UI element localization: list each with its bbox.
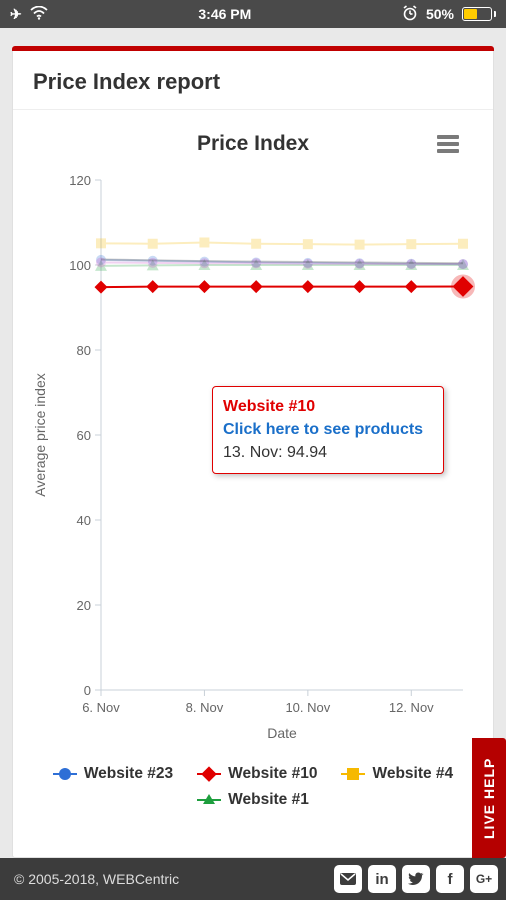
- wifi-icon: [30, 6, 48, 23]
- airplane-icon: ✈︎: [10, 6, 22, 23]
- chart-menu-button[interactable]: [437, 132, 459, 156]
- svg-text:Date: Date: [267, 725, 297, 741]
- svg-text:0: 0: [84, 683, 91, 698]
- legend-item[interactable]: Website #4: [341, 761, 453, 787]
- chart-title: Price Index: [197, 132, 309, 156]
- legend-item[interactable]: Website #23: [53, 761, 173, 787]
- card-title: Price Index report: [13, 51, 493, 110]
- svg-text:40: 40: [77, 513, 91, 528]
- chart-tooltip: Website #10 Click here to see products 1…: [212, 386, 444, 474]
- gplus-icon[interactable]: G+: [470, 865, 498, 893]
- svg-text:8. Nov: 8. Nov: [186, 700, 224, 715]
- mail-icon[interactable]: [334, 865, 362, 893]
- live-help-tab[interactable]: LIVE HELP: [472, 738, 506, 858]
- page: Price Index report Price Index 0 20 40 60 80…: [0, 28, 506, 900]
- svg-text:80: 80: [77, 343, 91, 358]
- linkedin-icon[interactable]: in: [368, 865, 396, 893]
- facebook-icon[interactable]: f: [436, 865, 464, 893]
- svg-text:Average price index: Average price index: [32, 373, 48, 496]
- legend-label: Website #1: [228, 791, 309, 809]
- report-card: Price Index report Price Index 0 20 40 60 80…: [12, 51, 494, 858]
- alarm-icon: [402, 5, 418, 24]
- svg-text:6. Nov: 6. Nov: [82, 700, 120, 715]
- legend-label: Website #10: [228, 765, 317, 783]
- svg-text:60: 60: [77, 428, 91, 443]
- svg-text:120: 120: [69, 173, 91, 188]
- svg-text:20: 20: [77, 598, 91, 613]
- battery-pct: 50%: [426, 6, 454, 22]
- footer: © 2005-2018, WEBCentric in f G+: [0, 858, 506, 900]
- chart-region: Price Index 0 20 40 60 80 100 120 6. Nov 8. Nov 1…: [13, 132, 493, 755]
- tooltip-value: 13. Nov: 94.94: [223, 441, 433, 464]
- social-links: in f G+: [334, 865, 498, 893]
- legend-item[interactable]: Website #1: [197, 787, 309, 813]
- status-bar: ✈︎ 3:46 PM 50%: [0, 0, 506, 28]
- chart-legend: Website #23 Website #10 Website #4 Website …: [13, 755, 493, 825]
- status-time: 3:46 PM: [198, 6, 251, 22]
- svg-text:12. Nov: 12. Nov: [389, 700, 434, 715]
- copyright: © 2005-2018, WEBCentric: [14, 871, 179, 887]
- tooltip-series: Website #10: [223, 395, 433, 418]
- legend-item[interactable]: Website #10: [197, 761, 317, 787]
- svg-text:100: 100: [69, 258, 91, 273]
- legend-label: Website #23: [84, 765, 173, 783]
- tooltip-link[interactable]: Click here to see products: [223, 418, 433, 441]
- twitter-icon[interactable]: [402, 865, 430, 893]
- svg-text:10. Nov: 10. Nov: [285, 700, 330, 715]
- battery-icon: [462, 7, 496, 21]
- legend-label: Website #4: [372, 765, 453, 783]
